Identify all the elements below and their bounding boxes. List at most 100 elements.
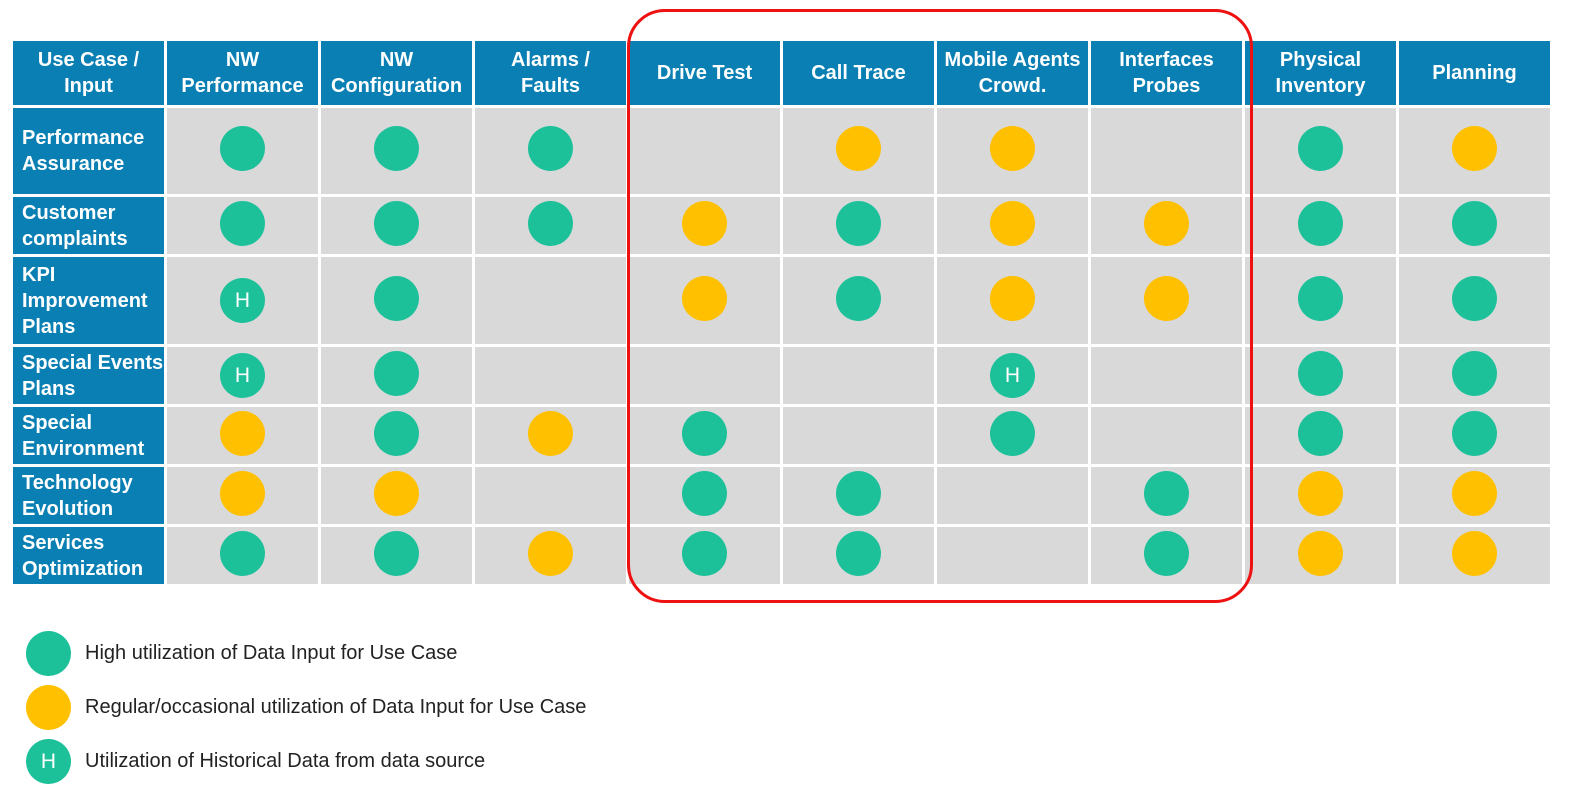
- regular-utilization-dot-icon: [1452, 126, 1497, 171]
- matrix-cell: [780, 524, 937, 587]
- matrix-cell: [626, 404, 783, 467]
- table-row: KPI Improvement Plans H: [10, 254, 1553, 347]
- high-utilization-dot-icon: [1144, 530, 1189, 576]
- column-header: Mobile Agents Crowd.: [934, 38, 1091, 108]
- matrix-cell: H: [164, 344, 321, 407]
- high-utilization-dot-icon: [1452, 410, 1497, 456]
- matrix-cell: [1088, 464, 1245, 527]
- matrix-cell: [1242, 194, 1399, 257]
- legend-historical-dot-icon: H: [26, 738, 71, 784]
- high-utilization-dot-icon: [836, 530, 881, 576]
- regular-utilization-dot-icon: [1298, 530, 1343, 576]
- matrix-cell: [626, 524, 783, 587]
- matrix-cell: [472, 344, 629, 407]
- historical-data-dot-icon: H: [220, 278, 265, 323]
- matrix-cell: [626, 105, 783, 197]
- row-header: KPI Improvement Plans: [10, 254, 167, 347]
- regular-utilization-dot-icon: [682, 275, 727, 321]
- high-utilization-dot-icon: [220, 530, 265, 576]
- usage-matrix: Use Case / Input NW Performance NW Config…: [10, 38, 1553, 587]
- matrix-cell: H: [934, 344, 1091, 407]
- regular-utilization-dot-icon: [990, 200, 1035, 246]
- high-utilization-dot-icon: [374, 200, 419, 246]
- matrix-cell: [1396, 344, 1553, 407]
- table-row: Technology Evolution: [10, 464, 1553, 527]
- high-utilization-dot-icon: [1452, 275, 1497, 321]
- matrix-cell: [318, 105, 475, 197]
- matrix-cell: [472, 254, 629, 347]
- matrix-cell: [1088, 254, 1245, 347]
- matrix-cell: [1242, 344, 1399, 407]
- high-utilization-dot-icon: [1298, 126, 1343, 171]
- matrix-cell: [626, 254, 783, 347]
- matrix-cell: [1242, 464, 1399, 527]
- matrix-cell: [164, 404, 321, 467]
- matrix-cell: [164, 105, 321, 197]
- high-utilization-dot-icon: [836, 470, 881, 516]
- high-utilization-dot-icon: [528, 126, 573, 171]
- regular-utilization-dot-icon: [836, 126, 881, 171]
- matrix-cell: [1396, 464, 1553, 527]
- regular-utilization-dot-icon: [528, 530, 573, 576]
- matrix-cell: [1088, 524, 1245, 587]
- matrix-cell: [1088, 105, 1245, 197]
- row-header: Customer complaints: [10, 194, 167, 257]
- matrix-cell: [1396, 254, 1553, 347]
- matrix-cell: [1088, 344, 1245, 407]
- matrix-cell: [318, 194, 475, 257]
- legend-label: High utilization of Data Input for Use C…: [85, 641, 458, 664]
- regular-utilization-dot-icon: [682, 200, 727, 246]
- row-header: Services Optimization: [10, 524, 167, 587]
- matrix-cell: [780, 404, 937, 467]
- regular-utilization-dot-icon: [1452, 530, 1497, 576]
- high-utilization-dot-icon: [528, 200, 573, 246]
- matrix-cell: H: [164, 254, 321, 347]
- regular-utilization-dot-icon: [990, 275, 1035, 321]
- column-header: NW Configuration: [318, 38, 475, 108]
- high-utilization-dot-icon: [374, 275, 419, 321]
- matrix-cell: [780, 344, 937, 407]
- high-utilization-dot-icon: [220, 126, 265, 171]
- high-utilization-dot-icon: [682, 530, 727, 576]
- matrix-cell: [780, 464, 937, 527]
- regular-utilization-dot-icon: [220, 410, 265, 456]
- matrix-cell: [164, 194, 321, 257]
- column-header: Interfaces Probes: [1088, 38, 1245, 108]
- matrix-cell: [318, 524, 475, 587]
- column-header: NW Performance: [164, 38, 321, 108]
- legend-item: H Utilization of Historical Data from dat…: [26, 734, 586, 788]
- matrix-body: Performance Assurance Customer complaints…: [10, 105, 1553, 587]
- regular-utilization-dot-icon: [1452, 470, 1497, 516]
- matrix-cell: [1242, 254, 1399, 347]
- high-utilization-dot-icon: [220, 200, 265, 246]
- matrix-cell: [318, 254, 475, 347]
- matrix-cell: [934, 194, 1091, 257]
- regular-utilization-dot-icon: [1298, 470, 1343, 516]
- high-utilization-dot-icon: [1452, 200, 1497, 246]
- matrix-cell: [626, 464, 783, 527]
- matrix-cell: [472, 194, 629, 257]
- high-utilization-dot-icon: [1298, 350, 1343, 396]
- matrix-cell: [1242, 105, 1399, 197]
- matrix-cell: [164, 524, 321, 587]
- legend-regular-dot-icon: [26, 684, 71, 730]
- historical-data-dot-icon: H: [990, 353, 1035, 398]
- regular-utilization-dot-icon: [220, 470, 265, 516]
- matrix-cell: [318, 464, 475, 527]
- matrix-cell: [934, 404, 1091, 467]
- matrix-cell: [780, 254, 937, 347]
- high-utilization-dot-icon: [1144, 470, 1189, 516]
- column-header: Planning: [1396, 38, 1553, 108]
- matrix-cell: [934, 464, 1091, 527]
- row-header: Special Environment: [10, 404, 167, 467]
- high-utilization-dot-icon: [1298, 410, 1343, 456]
- matrix-cell: [472, 464, 629, 527]
- table-row: Special Environment: [10, 404, 1553, 467]
- matrix-cell: [934, 254, 1091, 347]
- high-utilization-dot-icon: [682, 470, 727, 516]
- high-utilization-dot-icon: [1298, 200, 1343, 246]
- matrix-cell: [1088, 194, 1245, 257]
- high-utilization-dot-icon: [1298, 275, 1343, 321]
- column-header: Call Trace: [780, 38, 937, 108]
- row-header: Performance Assurance: [10, 105, 167, 197]
